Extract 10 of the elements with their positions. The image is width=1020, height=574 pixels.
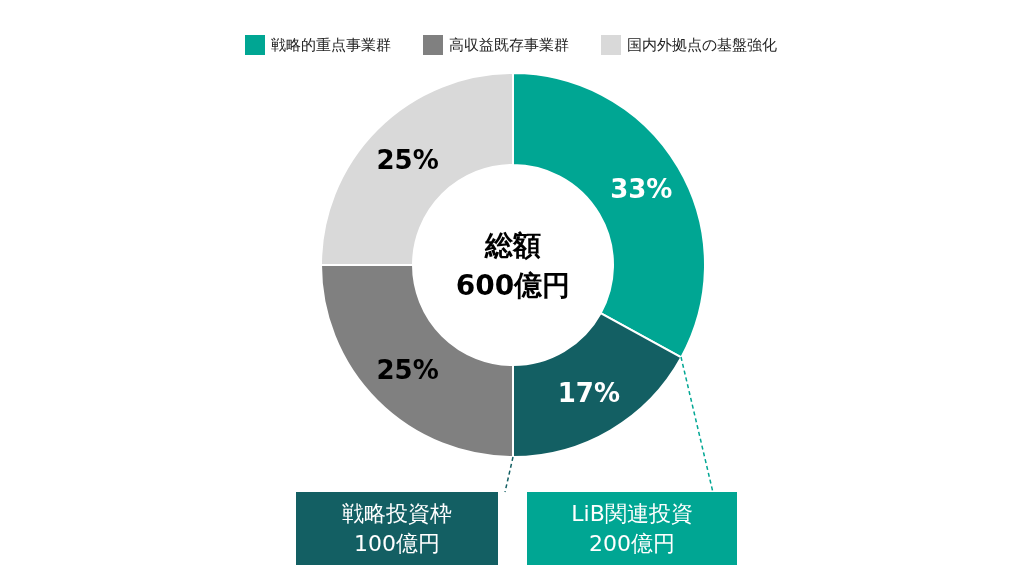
legend-label: 国内外拠点の基盤強化 <box>627 36 777 54</box>
data-label: 33% <box>610 174 673 205</box>
data-label: 25% <box>376 144 439 175</box>
text: 総額 600億円 <box>455 228 571 302</box>
legend-label: 戦略的重点事業群 <box>271 36 391 54</box>
text: LiB関連投資 200億円 <box>571 500 693 556</box>
data-label: 25% <box>376 355 439 386</box>
text: 戦略投資枠 100億円 <box>342 500 452 556</box>
legend-label: 高収益既存事業群 <box>449 36 569 54</box>
data-label: 17% <box>557 378 620 409</box>
